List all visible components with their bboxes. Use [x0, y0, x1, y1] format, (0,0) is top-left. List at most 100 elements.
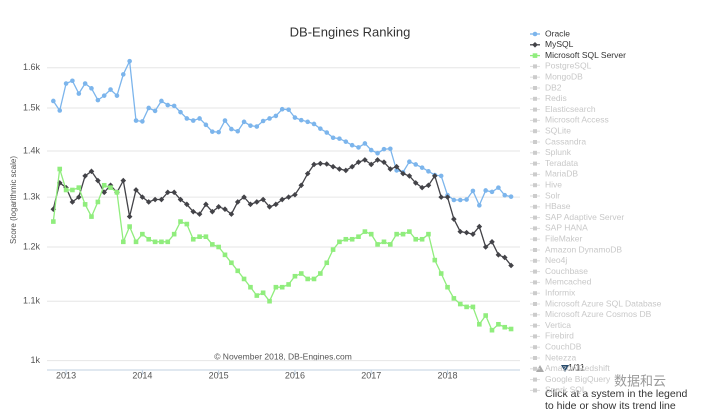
data-point [337, 136, 342, 141]
data-point [133, 187, 139, 193]
y-tick-label: 1.2k [23, 241, 41, 251]
legend-label[interactable]: Neo4j [545, 255, 567, 265]
data-point [57, 108, 63, 113]
data-point [126, 213, 133, 220]
legend-label[interactable]: SAP HANA [545, 223, 588, 233]
legend-label[interactable]: PostgreSQL [545, 61, 592, 71]
hint-line: to hide or show its trend line [545, 400, 676, 412]
legend-marker [532, 53, 538, 58]
legend-label[interactable]: CouchDB [545, 341, 582, 351]
data-point [82, 173, 88, 179]
data-point [451, 216, 457, 222]
data-point [298, 182, 305, 189]
data-point [496, 321, 501, 327]
chart-title: DB-Engines Ranking [290, 24, 411, 39]
hint-line: Click at a system in the legend [545, 388, 688, 400]
legend-marker [533, 183, 537, 188]
data-point [394, 231, 399, 237]
data-point [406, 173, 413, 179]
data-point [285, 194, 292, 200]
data-point [388, 242, 393, 247]
data-point [82, 202, 88, 207]
data-point [228, 211, 235, 217]
y-axis-label: Score (logarithmic scale) [9, 156, 18, 244]
data-point [318, 271, 323, 276]
legend-label[interactable]: Hive [545, 179, 562, 189]
legend-label[interactable]: Redis [545, 93, 567, 103]
data-point [400, 231, 406, 237]
legend-label[interactable]: Microsoft Access [545, 115, 609, 125]
data-point [318, 126, 323, 131]
data-point [330, 247, 336, 252]
data-point [56, 180, 63, 186]
data-point [146, 236, 151, 242]
legend-label[interactable]: Memcached [545, 277, 592, 287]
series-line [52, 168, 512, 332]
legend-label[interactable]: MongoDB [545, 71, 583, 81]
legend-marker [532, 31, 538, 37]
data-point [127, 58, 132, 64]
legend-label[interactable]: Spark SQL [545, 385, 587, 395]
data-point [324, 130, 330, 135]
legend-label[interactable]: Amazon DynamoDB [545, 244, 622, 254]
data-point [470, 188, 476, 194]
data-point [203, 234, 209, 239]
legend-label[interactable]: Google BigQuery [545, 374, 611, 384]
data-point [324, 260, 330, 266]
data-point [477, 203, 482, 208]
legend-label[interactable]: Splunk [545, 147, 572, 157]
data-point [140, 119, 145, 124]
data-point [356, 145, 361, 150]
y-tick-label: 1.5k [23, 102, 41, 112]
data-point [216, 129, 221, 135]
data-point [381, 159, 387, 165]
legend-label[interactable]: HBase [545, 201, 571, 211]
legend-label[interactable]: Teradata [545, 158, 578, 168]
legend-label[interactable]: Oracle [545, 28, 570, 38]
data-point [235, 128, 241, 134]
data-point [343, 236, 349, 242]
x-tick-label: 2016 [285, 370, 305, 380]
legend-label[interactable]: Couchbase [545, 266, 588, 276]
legend-marker [533, 334, 537, 339]
legend-marker [533, 302, 537, 306]
legend-label[interactable]: DB2 [545, 82, 562, 92]
legend-label[interactable]: Microsoft Azure SQL Database [545, 298, 662, 308]
data-point [127, 224, 132, 229]
legend-label[interactable]: Solr [545, 190, 560, 200]
data-point [400, 170, 406, 177]
data-point [159, 98, 164, 104]
legend-label[interactable]: Elasticsearch [545, 104, 596, 114]
legend-label[interactable]: MariaDB [545, 169, 578, 179]
legend-next[interactable] [561, 365, 569, 372]
legend-label[interactable]: FileMaker [545, 233, 582, 243]
legend-label[interactable]: SQLite [545, 125, 571, 135]
legend-page: 1/11 [568, 362, 585, 372]
data-point [178, 109, 183, 115]
data-point [89, 86, 94, 91]
legend-label[interactable]: Firebird [545, 331, 574, 341]
legend-label[interactable]: SAP Adaptive Server [545, 212, 624, 222]
data-point [349, 142, 355, 148]
data-point [140, 231, 145, 237]
data-point [88, 168, 95, 175]
data-point [76, 91, 82, 96]
data-point [502, 324, 508, 330]
data-point [496, 185, 501, 190]
legend-label[interactable]: Vertica [545, 320, 571, 330]
data-point [502, 192, 508, 198]
legend-label[interactable]: Amazon Redshift [545, 363, 610, 373]
legend-label[interactable]: Informix [545, 287, 576, 297]
legend-label[interactable]: Cassandra [545, 136, 586, 146]
legend-marker [533, 377, 537, 382]
data-point [197, 234, 202, 239]
legend-label[interactable]: MySQL [545, 39, 574, 49]
legend-label[interactable]: Netezza [545, 352, 576, 362]
legend-marker [533, 323, 537, 328]
data-point [266, 203, 273, 210]
legend-label[interactable]: Microsoft Azure Cosmos DB [545, 309, 652, 319]
data-point [279, 196, 286, 203]
data-point [165, 102, 171, 108]
legend-label[interactable]: Microsoft SQL Server [545, 50, 626, 60]
